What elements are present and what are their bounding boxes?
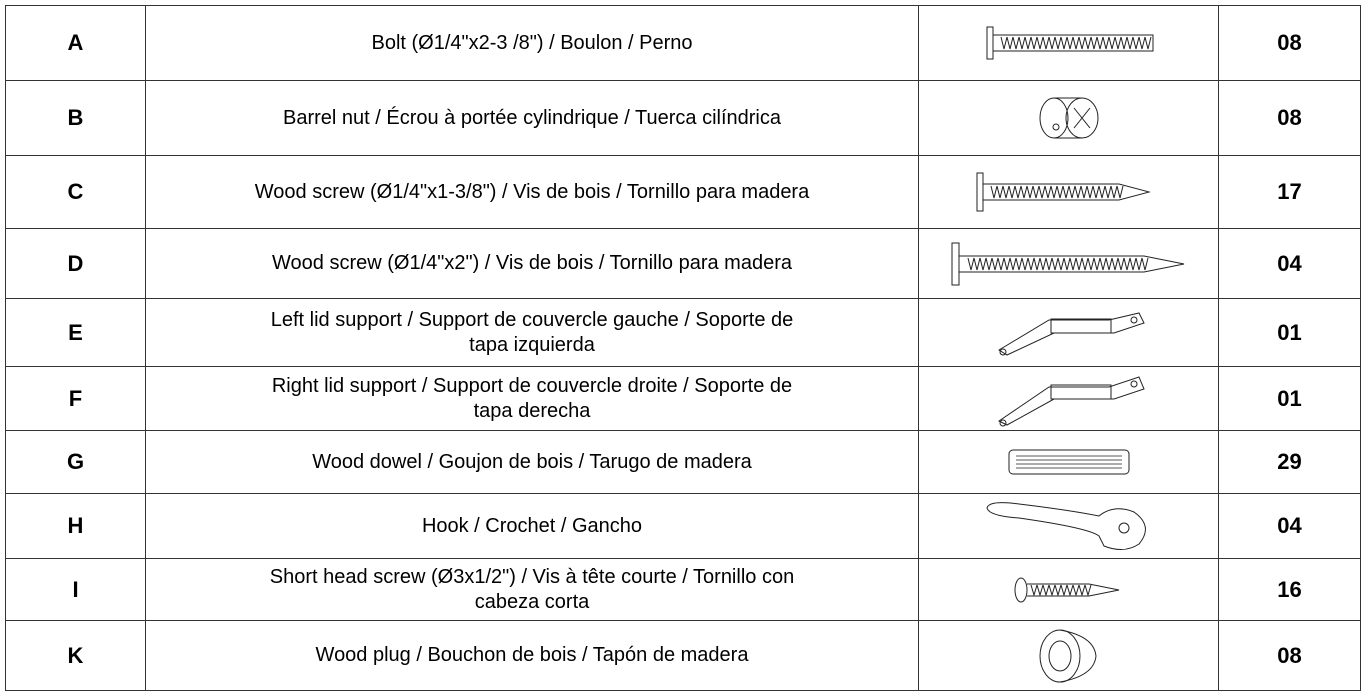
description-line: Wood plug / Bouchon de bois / Tapón de m… [315,644,749,666]
part-description: Bolt (Ø1/4"x2-3 /8") / Boulon / Perno [145,5,919,81]
part-image [918,298,1219,367]
part-letter: F [5,366,146,431]
parts-row: I Short head screw (Ø3x1/2") / Vis à tête… [5,558,1361,621]
part-description: Wood screw (Ø1/4"x1-3/8") / Vis de bois … [145,155,919,229]
part-description: Wood dowel / Goujon de bois / Tarugo de … [145,430,919,494]
parts-row: K Wood plug / Bouchon de bois / Tapón de … [5,620,1361,691]
part-description: Left lid support / Support de couvercle … [145,298,919,367]
part-quantity: 04 [1218,228,1361,299]
part-icon [976,172,1151,212]
part-image [918,5,1219,81]
part-quantity: 17 [1218,155,1361,229]
parts-table: A Bolt (Ø1/4"x2-3 /8") / Boulon / Perno 08… [5,5,1361,691]
part-image [918,430,1219,494]
part-description: Right lid support / Support de couvercle… [145,366,919,431]
part-image [918,558,1219,621]
description-line: Wood screw (Ø1/4"x2") / Vis de bois / To… [272,252,792,274]
part-icon [1014,577,1119,602]
part-letter: E [5,298,146,367]
part-description: Short head screw (Ø3x1/2") / Vis à tête … [145,558,919,621]
part-icon [951,242,1184,285]
part-letter: I [5,558,146,621]
part-icon [1039,97,1098,139]
part-icon [1039,629,1097,682]
part-quantity: 08 [1218,80,1361,156]
part-image [918,493,1219,559]
part-image [918,155,1219,229]
description-line: Short head screw (Ø3x1/2") / Vis à tête … [269,565,795,588]
description-line: tapa derecha [473,399,591,422]
parts-row: H Hook / Crochet / Gancho 04 [5,493,1361,559]
part-icon [997,375,1145,426]
parts-row: C Wood screw (Ø1/4"x1-3/8") / Vis de bois… [5,155,1361,229]
part-description: Barrel nut / Écrou à portée cylindrique … [145,80,919,156]
part-icon [986,26,1153,60]
part-icon [1008,449,1129,475]
description-line: Hook / Crochet / Gancho [421,514,643,537]
part-icon [985,502,1146,550]
part-quantity: 01 [1218,298,1361,367]
part-quantity: 04 [1218,493,1361,559]
part-description: Wood plug / Bouchon de bois / Tapón de m… [145,620,919,691]
part-description: Wood screw (Ø1/4"x2") / Vis de bois / To… [145,228,919,299]
description-line: Left lid support / Support de couvercle … [270,308,794,331]
description-line: Barrel nut / Écrou à portée cylindrique … [282,106,782,129]
part-letter: B [5,80,146,156]
parts-row: B Barrel nut / Écrou à portée cylindrique… [5,80,1361,156]
description-line: cabeza corta [474,590,590,613]
part-image [918,228,1219,299]
parts-row: A Bolt (Ø1/4"x2-3 /8") / Boulon / Perno 08 [5,5,1361,81]
part-letter: A [5,5,146,81]
description-line: Right lid support / Support de couvercle… [271,374,793,397]
part-quantity: 29 [1218,430,1361,494]
parts-row: D Wood screw (Ø1/4"x2") / Vis de bois / T… [5,228,1361,299]
part-quantity: 08 [1218,5,1361,81]
part-description: Hook / Crochet / Gancho [145,493,919,559]
part-quantity: 08 [1218,620,1361,691]
part-image [918,366,1219,431]
description-line: tapa izquierda [469,333,595,356]
part-letter: G [5,430,146,494]
part-image [918,620,1219,691]
part-letter: D [5,228,146,299]
parts-row: G Wood dowel / Goujon de bois / Tarugo de… [5,430,1361,494]
part-quantity: 01 [1218,366,1361,431]
part-icon [997,312,1145,356]
description-line: Bolt (Ø1/4"x2-3 /8") / Boulon / Perno [371,31,693,54]
description-line: Wood screw (Ø1/4"x1-3/8") / Vis de bois … [254,180,810,203]
part-letter: K [5,620,146,691]
part-letter: C [5,155,146,229]
part-image [918,80,1219,156]
parts-row: E Left lid support / Support de couvercle… [5,298,1361,367]
part-quantity: 16 [1218,558,1361,621]
parts-row: F Right lid support / Support de couvercl… [5,366,1361,431]
part-letter: H [5,493,146,559]
description-line: Wood dowel / Goujon de bois / Tarugo de … [312,450,752,473]
